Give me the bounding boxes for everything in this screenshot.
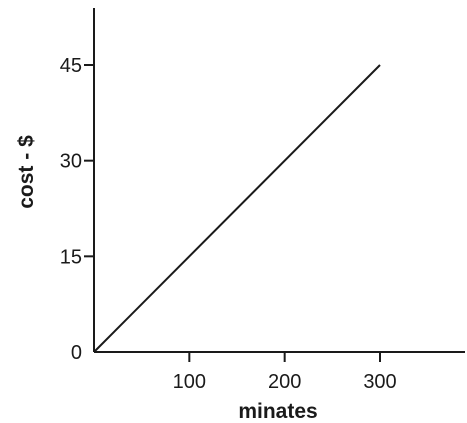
x-tick-label: 300 xyxy=(363,371,396,393)
y-tick-label: 15 xyxy=(60,246,82,268)
x-axis-title: minates xyxy=(238,400,317,423)
x-tick-label: 100 xyxy=(173,371,206,393)
x-ticks: 100 200 300 xyxy=(173,352,397,393)
y-tick-label: 0 xyxy=(71,342,82,364)
series-line xyxy=(93,64,381,353)
series xyxy=(93,64,381,353)
y-tick-label: 30 xyxy=(60,151,82,173)
y-tick-label: 45 xyxy=(60,55,82,77)
y-ticks: 0 15 30 45 xyxy=(60,55,94,364)
x-tick-label: 200 xyxy=(268,371,301,393)
y-axis-title: cost - $ xyxy=(15,135,38,209)
